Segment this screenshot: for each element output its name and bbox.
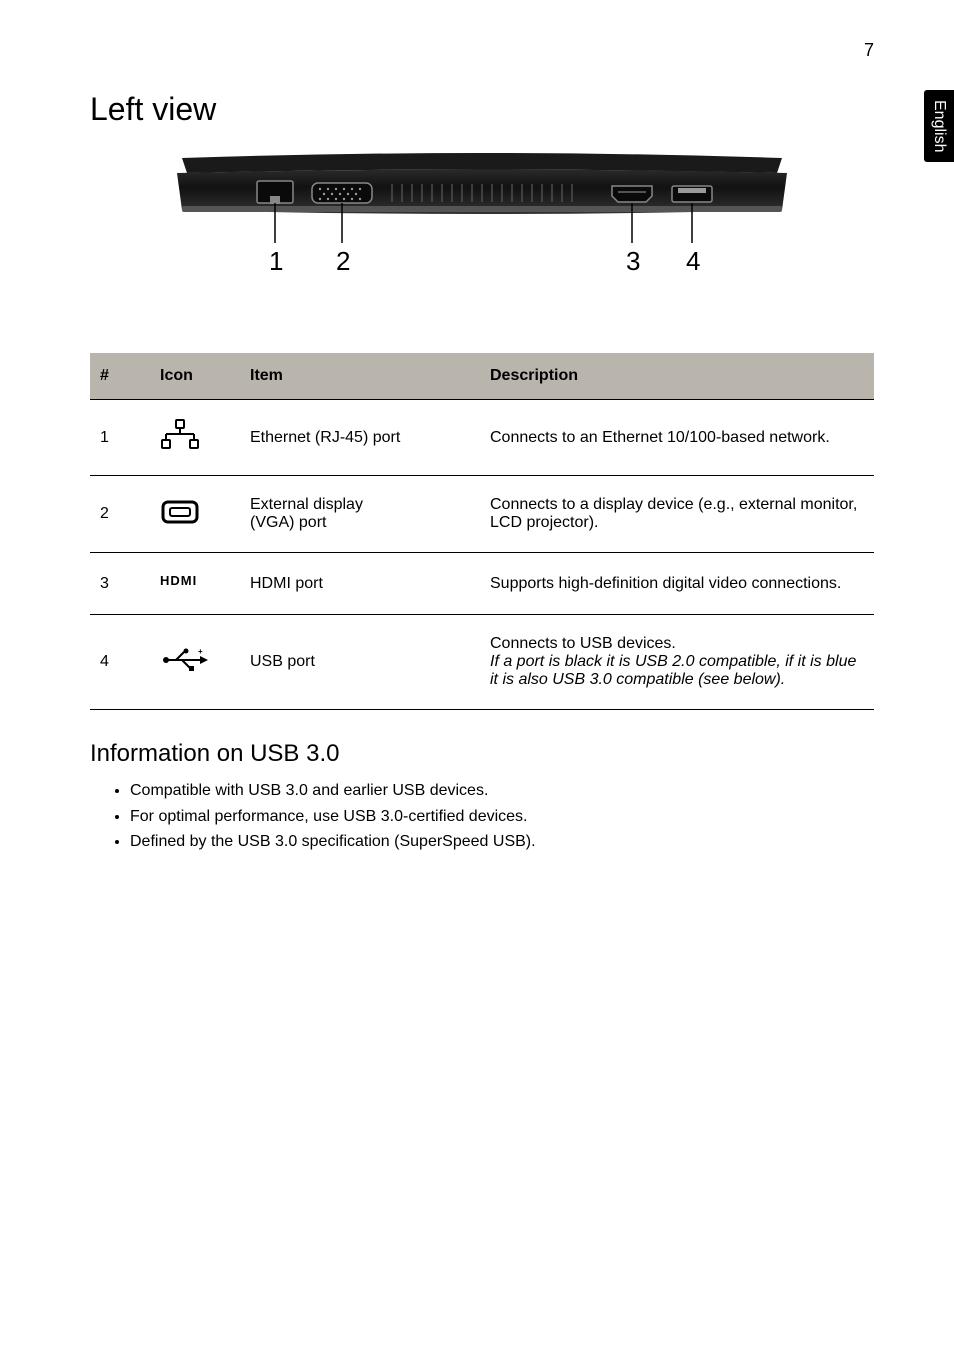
row3-item: HDMI port	[240, 553, 480, 615]
table-row: 2 External display (VGA) port Connects t…	[90, 476, 874, 553]
left-view-figure: 1 2 3 4	[162, 148, 802, 323]
row2-desc: Connects to a display device (e.g., exte…	[480, 476, 874, 553]
ethernet-icon	[150, 400, 240, 476]
language-tab: English	[924, 90, 954, 162]
th-desc: Description	[480, 353, 874, 400]
page-number: 7	[90, 40, 874, 61]
th-item: Item	[240, 353, 480, 400]
list-item: For optimal performance, use USB 3.0-cer…	[130, 804, 874, 830]
laptop-side-svg: 1 2 3 4	[162, 148, 802, 318]
callout-1: 1	[269, 246, 283, 276]
hdmi-icon: HDMI	[150, 553, 240, 615]
row2-num: 2	[90, 476, 150, 553]
row2-item: External display (VGA) port	[240, 476, 480, 553]
subsection-title: Information on USB 3.0	[90, 740, 874, 768]
row1-num: 1	[90, 400, 150, 476]
svg-text:HDMI: HDMI	[160, 573, 197, 588]
usb3-bullets: Compatible with USB 3.0 and earlier USB …	[90, 778, 874, 855]
row4-desc: Connects to USB devices. If a port is bl…	[480, 615, 874, 710]
row3-num: 3	[90, 553, 150, 615]
row4-desc-l2: If a port is black it is USB 2.0 compati…	[490, 653, 856, 688]
ports-table: # Icon Item Description 1	[90, 353, 874, 710]
th-icon: Icon	[150, 353, 240, 400]
row3-desc: Supports high-definition digital video c…	[480, 553, 874, 615]
callout-4: 4	[686, 246, 700, 276]
list-item: Defined by the USB 3.0 specification (Su…	[130, 829, 874, 855]
svg-text:+: +	[198, 647, 203, 656]
row4-desc-l1: Connects to USB devices.	[490, 635, 676, 652]
usb-icon: +	[150, 615, 240, 710]
row4-item: USB port	[240, 615, 480, 710]
list-item: Compatible with USB 3.0 and earlier USB …	[130, 778, 874, 804]
th-num: #	[90, 353, 150, 400]
row2-item-l1: External display	[250, 496, 363, 513]
table-row: 1 Ethernet (RJ-45) port Connects to an E…	[90, 400, 874, 476]
table-row: 3 HDMI HDMI port Supports high-definitio…	[90, 553, 874, 615]
row1-item: Ethernet (RJ-45) port	[240, 400, 480, 476]
row4-num: 4	[90, 615, 150, 710]
row1-desc: Connects to an Ethernet 10/100-based net…	[480, 400, 874, 476]
table-row: 4 + USB port Connects to USB d	[90, 615, 874, 710]
vga-icon	[150, 476, 240, 553]
callout-2: 2	[336, 246, 350, 276]
callout-3: 3	[626, 246, 640, 276]
section-title: Left view	[90, 91, 874, 128]
row2-item-l2: (VGA) port	[250, 514, 326, 531]
